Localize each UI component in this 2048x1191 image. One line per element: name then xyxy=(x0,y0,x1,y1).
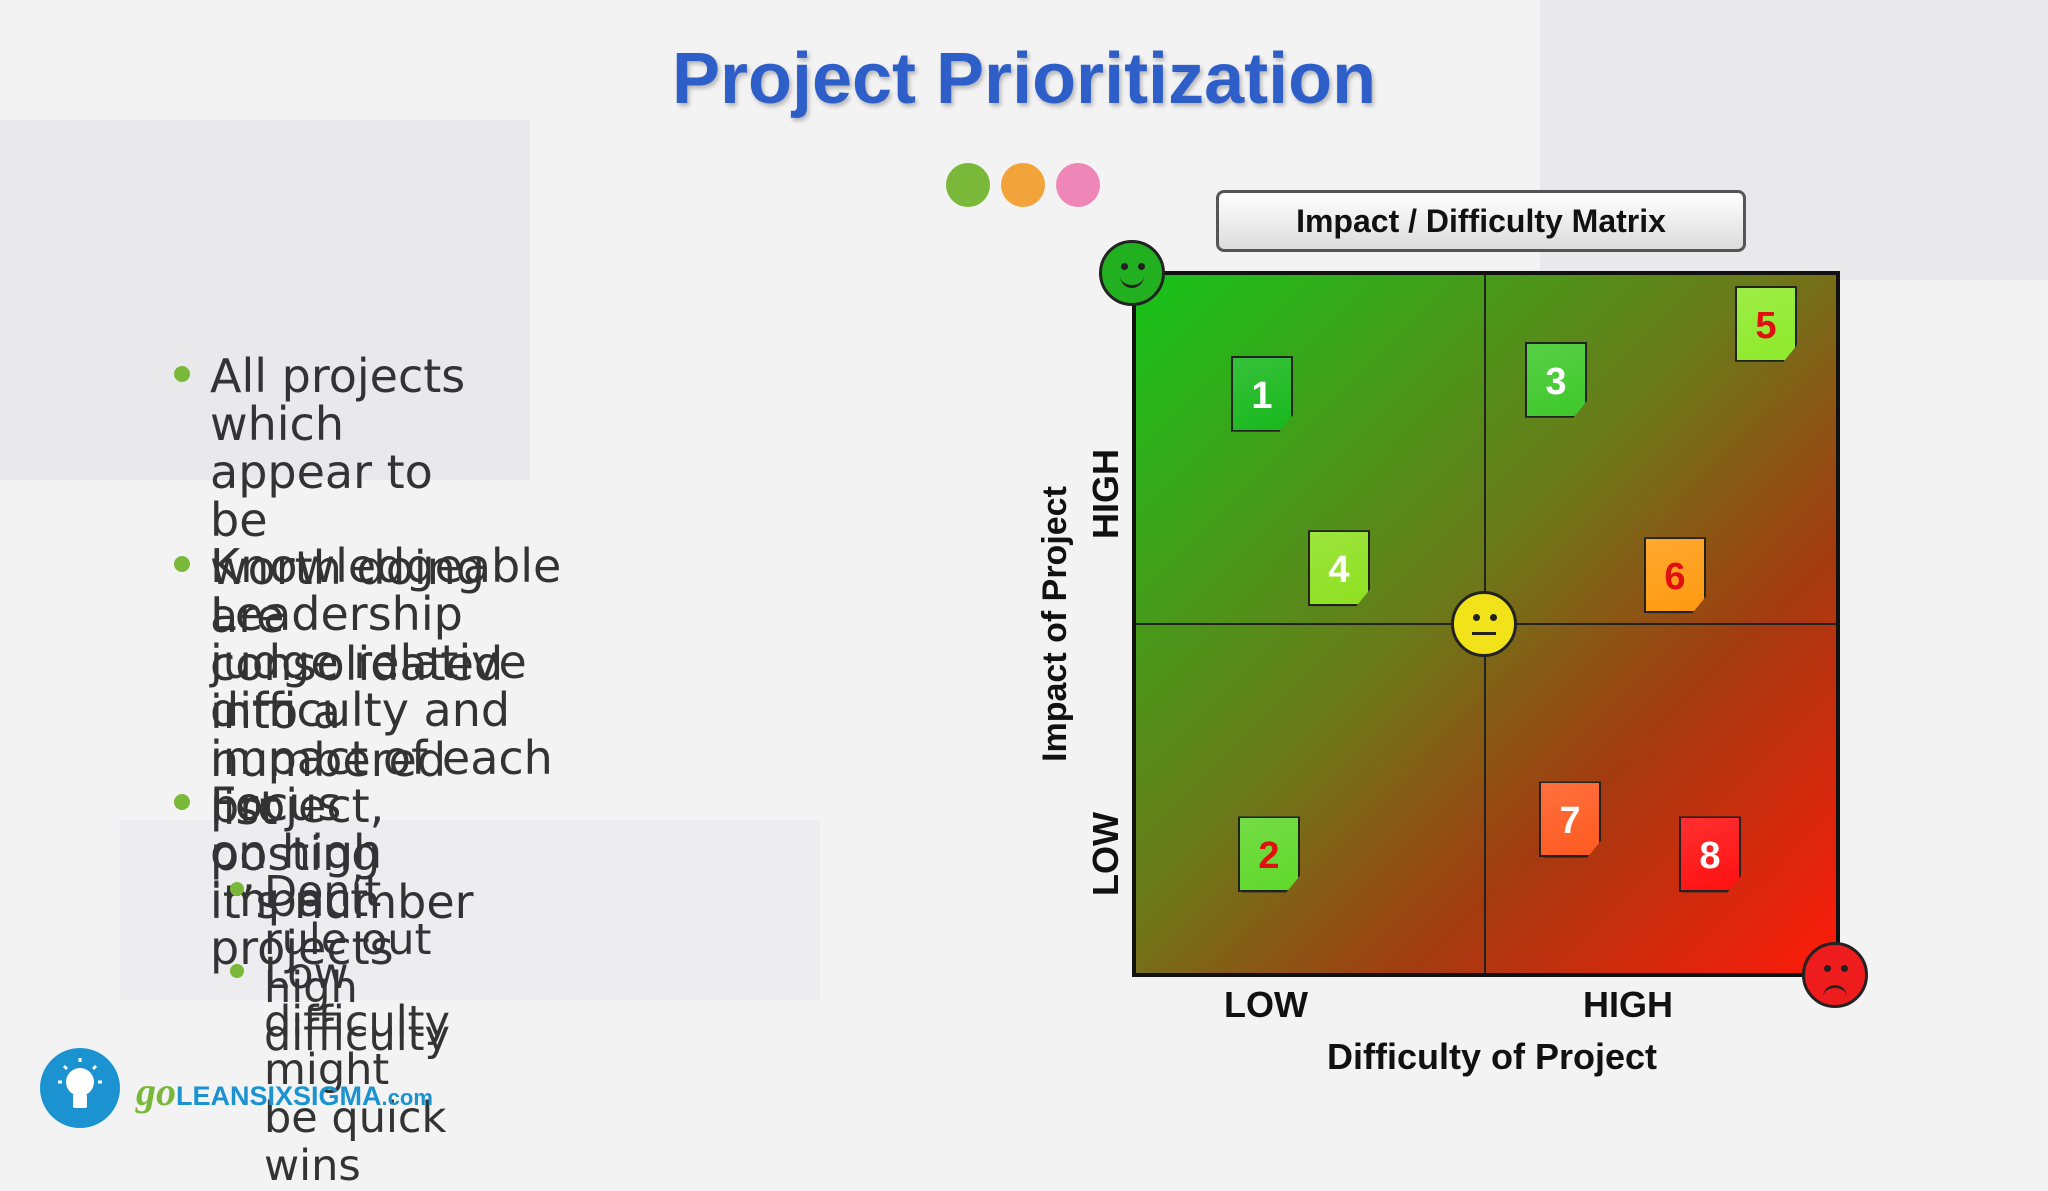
background-window xyxy=(0,120,530,480)
bullet-item: All projects which appear to be worth do… xyxy=(174,349,504,835)
bullet-line: into a numbered list xyxy=(210,685,447,835)
project-note-7: 7 xyxy=(1539,781,1601,858)
sub-bullet-item: Don’t rule out high difficulty xyxy=(230,867,450,1061)
project-note-2: 2 xyxy=(1238,816,1300,893)
decor-dot-orange xyxy=(1001,163,1045,207)
slide-title: Project Prioritization xyxy=(671,39,1377,119)
logo-go: go xyxy=(136,1069,176,1114)
y-axis-high-label: HIGH xyxy=(1085,449,1126,539)
project-note-5: 5 xyxy=(1735,285,1797,362)
bullet-line: Knowledgeable Leadership xyxy=(210,539,562,641)
sad-face-icon xyxy=(1802,942,1868,1008)
bullet-item: Knowledgeable Leadership judge relative … xyxy=(174,539,562,929)
brand-logo-text: goLEANSIXSIGMA.com xyxy=(136,1068,433,1115)
bullet-line: Low difficulty might be quick xyxy=(264,949,450,1143)
bullet-line: judge relative difficulty and xyxy=(210,635,527,737)
bullet-line: worth doing are consolidated xyxy=(210,541,504,691)
lightbulb-logo-icon xyxy=(40,1048,120,1128)
bullet-line: Don’t rule out high difficulty xyxy=(264,867,450,1061)
decor-dot-pink xyxy=(1056,163,1100,207)
neutral-face-icon xyxy=(1451,591,1517,657)
decor-dot-green xyxy=(946,163,990,207)
bullet-line: impact of each project, posting xyxy=(210,731,553,881)
bullet-dot-icon xyxy=(230,882,244,896)
project-note-1: 1 xyxy=(1231,355,1293,432)
bullet-line: All projects which appear to be xyxy=(210,349,466,547)
project-note-8: 8 xyxy=(1679,816,1741,893)
x-axis-high-label: HIGH xyxy=(1583,984,1673,1025)
logo-domain: .com xyxy=(381,1085,433,1110)
bullet-dot-icon xyxy=(174,794,190,810)
x-axis-low-label: LOW xyxy=(1224,984,1308,1025)
project-note-3: 3 xyxy=(1525,341,1587,418)
happy-face-icon xyxy=(1099,240,1165,306)
y-axis-low-label: LOW xyxy=(1085,812,1126,896)
bullet-line: it’s number xyxy=(210,875,474,929)
bullet-dot-icon xyxy=(174,556,190,572)
project-note-6: 6 xyxy=(1644,537,1706,614)
project-note-4: 4 xyxy=(1308,530,1370,607)
logo-brand: LEANSIXSIGMA xyxy=(176,1081,382,1111)
y-axis-title: Impact of Project xyxy=(1036,486,1074,762)
bullet-dot-icon xyxy=(230,964,244,978)
bullet-line: wins xyxy=(264,1141,361,1191)
x-axis-title: Difficulty of Project xyxy=(1326,1036,1658,1077)
bullet-dot-icon xyxy=(174,366,190,382)
matrix-title: Impact / Difficulty Matrix xyxy=(1216,190,1746,252)
